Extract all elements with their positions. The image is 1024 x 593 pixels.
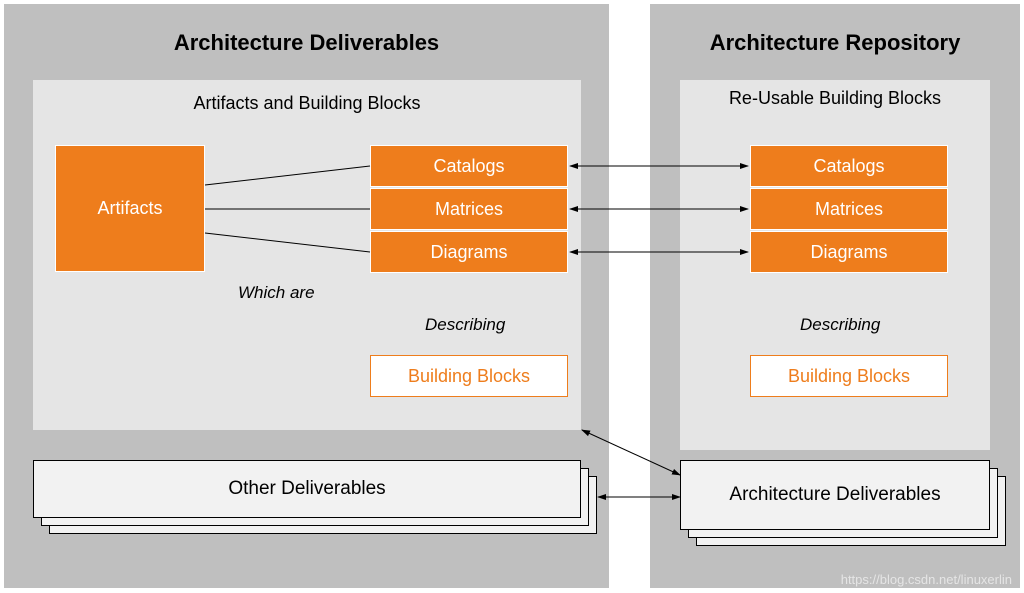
right-matrices-box: Matrices — [750, 188, 948, 230]
left-diagrams-box: Diagrams — [370, 231, 568, 273]
right-diagrams-box: Diagrams — [750, 231, 948, 273]
artifacts-box: Artifacts — [55, 145, 205, 272]
left-inner-title: Artifacts and Building Blocks — [33, 93, 581, 114]
left-building-blocks-box: Building Blocks — [370, 355, 568, 397]
left-catalogs-box: Catalogs — [370, 145, 568, 187]
right-inner-title: Re-Usable Building Blocks — [680, 88, 990, 110]
left-panel-title: Architecture Deliverables — [4, 30, 609, 56]
arch-deliverables-box: Architecture Deliverables — [680, 460, 990, 530]
right-catalogs-box: Catalogs — [750, 145, 948, 187]
which-are-label: Which are — [238, 283, 315, 303]
left-describing-label: Describing — [425, 315, 505, 335]
right-describing-label: Describing — [800, 315, 880, 335]
other-deliverables-box: Other Deliverables — [33, 460, 581, 518]
right-building-blocks-box: Building Blocks — [750, 355, 948, 397]
watermark-text: https://blog.csdn.net/linuxerlin — [841, 572, 1012, 587]
right-panel-title: Architecture Repository — [650, 30, 1020, 56]
left-matrices-box: Matrices — [370, 188, 568, 230]
